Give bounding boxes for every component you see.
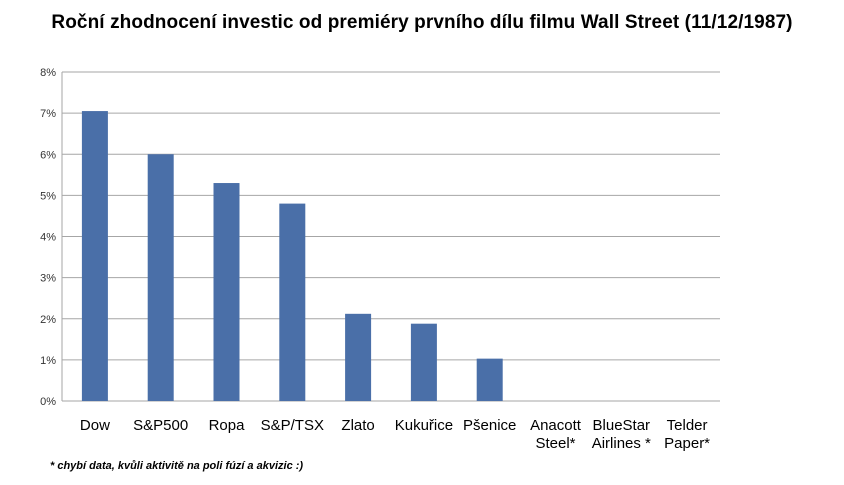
x-tick-label-line: Kukuřice: [395, 417, 453, 434]
x-tick-label: Pšenice: [463, 417, 516, 434]
y-tick-label: 4%: [40, 232, 56, 244]
x-tick-label-line: S&P500: [133, 417, 188, 434]
bar: [147, 154, 174, 401]
y-tick-label: 3%: [40, 273, 56, 285]
bar: [410, 323, 437, 401]
bar: [81, 111, 108, 401]
x-tick-label-line: BlueStar: [593, 417, 651, 434]
x-tick-label-line: Dow: [80, 417, 110, 434]
footnote: * chybí data, kvůli aktivitě na poli fúz…: [50, 460, 304, 472]
bars: [81, 111, 503, 401]
y-tick-label: 5%: [40, 190, 56, 202]
y-axis-ticks: 0% 1% 2% 3% 4% 5% 6% 7% 8%: [40, 67, 56, 408]
x-tick-label-line: Pšenice: [463, 417, 516, 434]
y-tick-label: 6%: [40, 149, 56, 161]
x-tick-label: Dow: [80, 417, 110, 434]
chart-title: Roční zhodnocení investic od premiéry pr…: [51, 12, 793, 33]
x-tick-label: Telder Paper*: [664, 417, 710, 452]
y-tick-label: 8%: [40, 67, 56, 79]
x-tick-label-line: Steel*: [535, 435, 575, 452]
x-tick-label: Ropa: [209, 417, 246, 434]
x-tick-label-line: Airlines *: [592, 435, 651, 452]
bar: [345, 313, 372, 401]
x-tick-label-line: Anacott: [530, 417, 582, 434]
x-tick-label-line: Ropa: [209, 417, 246, 434]
x-tick-label-line: Telder: [667, 417, 708, 434]
x-tick-label-line: S&P/TSX: [261, 417, 324, 434]
bar: [213, 183, 240, 401]
bar: [476, 358, 503, 401]
x-tick-label: Zlato: [341, 417, 374, 434]
y-tick-label: 7%: [40, 108, 56, 120]
x-tick-label-line: Zlato: [341, 417, 374, 434]
x-axis-labels: Dow S&P500 Ropa S&P/TSX Zlato Kukuřice Pšenice…: [80, 417, 710, 452]
x-tick-label-line: Paper*: [664, 435, 710, 452]
y-tick-label: 0%: [40, 396, 56, 408]
y-tick-label: 1%: [40, 355, 56, 367]
x-tick-label: Anacott Steel*: [530, 417, 582, 452]
gridlines: [61, 71, 720, 402]
y-tick-label: 2%: [40, 314, 56, 326]
x-tick-label: Kukuřice: [395, 417, 453, 434]
x-tick-label: S&P500: [133, 417, 188, 434]
x-tick-label: S&P/TSX: [261, 417, 324, 434]
x-tick-label: BlueStar Airlines *: [592, 417, 651, 452]
bar: [279, 203, 306, 401]
